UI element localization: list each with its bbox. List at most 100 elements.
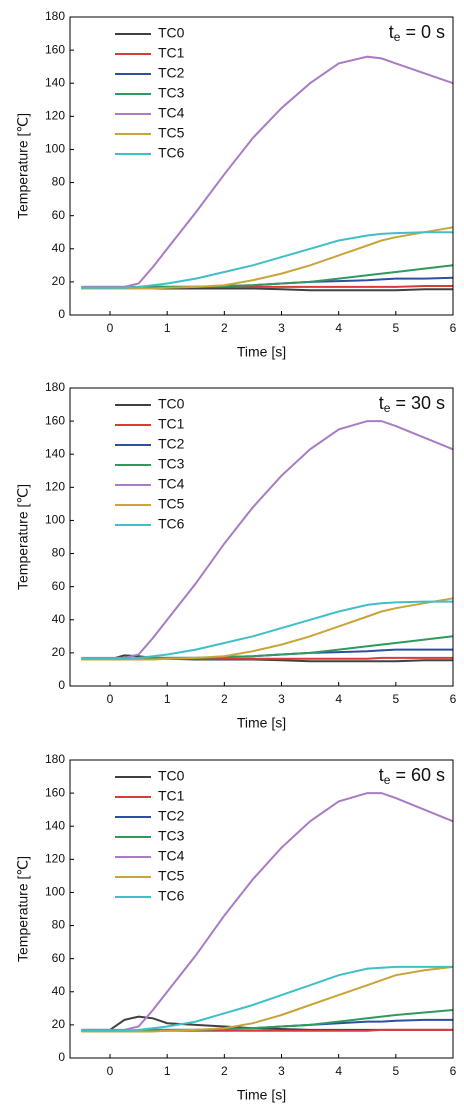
y-tick-label: 180 xyxy=(45,380,65,394)
x-tick-label: 2 xyxy=(221,321,228,335)
legend-label: TC4 xyxy=(158,105,185,121)
legend-label: TC6 xyxy=(158,145,185,161)
legend-label: TC4 xyxy=(158,476,185,492)
y-tick-label: 20 xyxy=(52,274,66,288)
y-tick-label: 40 xyxy=(52,612,66,626)
annotation-base: t xyxy=(389,22,394,42)
legend-label: TC4 xyxy=(158,848,185,864)
x-tick-label: 5 xyxy=(392,692,399,706)
x-tick-label: 3 xyxy=(278,321,285,335)
annotation-sub: e xyxy=(394,30,401,44)
x-axis-label: Time [s] xyxy=(237,715,286,731)
y-tick-label: 120 xyxy=(45,852,65,866)
legend-label: TC6 xyxy=(158,888,185,904)
y-tick-label: 140 xyxy=(45,75,65,89)
x-tick-label: 2 xyxy=(221,1064,228,1078)
x-tick-label: 0 xyxy=(107,1064,114,1078)
y-tick-label: 60 xyxy=(52,951,66,965)
y-tick-label: 60 xyxy=(52,579,66,593)
y-tick-label: 180 xyxy=(45,752,65,766)
x-axis-label: Time [s] xyxy=(237,1087,286,1103)
y-tick-label: 0 xyxy=(58,307,65,321)
series-line xyxy=(81,420,454,659)
x-tick-label: 4 xyxy=(335,321,342,335)
chart: 0 20 40 60 80 100 120 140 160 180 0 1 2 3 4 5 6 Time [s] T… xyxy=(15,9,457,360)
legend-label: TC1 xyxy=(158,416,185,432)
x-tick-label: 3 xyxy=(278,1064,285,1078)
chart: 0 20 40 60 80 100 120 140 160 180 0 1 2 3 4 5 6 Time [s] T… xyxy=(15,752,457,1103)
annotation: te = 30 s xyxy=(379,393,445,415)
plot-frame xyxy=(69,759,454,1059)
legend-label: TC3 xyxy=(158,456,185,472)
y-tick-label: 60 xyxy=(52,208,66,222)
y-tick-label: 140 xyxy=(45,446,65,460)
y-tick-label: 40 xyxy=(52,241,66,255)
legend-label: TC5 xyxy=(158,125,185,141)
annotation-rest: = 60 s xyxy=(390,765,445,785)
y-axis-label: Temperature [℃] xyxy=(15,856,31,962)
x-tick-label: 1 xyxy=(164,321,171,335)
y-tick-label: 120 xyxy=(45,480,65,494)
series-line xyxy=(81,597,454,661)
x-tick-label: 3 xyxy=(278,692,285,706)
y-tick-label: 20 xyxy=(52,645,66,659)
legend-label: TC3 xyxy=(158,828,185,844)
plot-frame xyxy=(69,387,454,687)
legend-label: TC6 xyxy=(158,516,185,532)
x-tick-label: 0 xyxy=(107,321,114,335)
legend-label: TC0 xyxy=(158,768,185,784)
x-axis-label: Time [s] xyxy=(237,344,286,360)
y-tick-label: 120 xyxy=(45,109,65,123)
series-line xyxy=(81,965,454,1033)
annotation: te = 0 s xyxy=(389,22,445,44)
annotation-sub: e xyxy=(384,401,391,415)
y-tick-label: 180 xyxy=(45,9,65,23)
series-line xyxy=(81,600,453,660)
y-tick-label: 20 xyxy=(52,1017,66,1031)
annotation-base: t xyxy=(379,393,384,413)
x-tick-label: 6 xyxy=(450,692,457,706)
x-tick-label: 1 xyxy=(164,692,171,706)
x-tick-label: 5 xyxy=(392,321,399,335)
x-tick-label: 6 xyxy=(450,321,457,335)
legend-label: TC2 xyxy=(158,436,185,452)
legend-label: TC5 xyxy=(158,496,185,512)
y-tick-label: 100 xyxy=(45,142,65,156)
y-tick-label: 80 xyxy=(52,918,66,932)
x-tick-label: 0 xyxy=(107,692,114,706)
legend-label: TC2 xyxy=(158,65,185,81)
annotation-rest: = 0 s xyxy=(400,22,445,42)
series-line xyxy=(81,226,454,290)
y-tick-label: 0 xyxy=(58,1050,65,1064)
chart: 0 20 40 60 80 100 120 140 160 180 0 1 2 3 4 5 6 Time [s] T… xyxy=(15,380,457,731)
annotation-rest: = 30 s xyxy=(390,393,445,413)
x-tick-label: 1 xyxy=(164,1064,171,1078)
legend-label: TC0 xyxy=(158,396,185,412)
series-line xyxy=(81,231,453,289)
y-tick-label: 160 xyxy=(45,42,65,56)
legend-label: TC1 xyxy=(158,788,185,804)
y-axis-label: Temperature [℃] xyxy=(15,113,31,219)
annotation: te = 60 s xyxy=(379,765,445,787)
y-tick-label: 140 xyxy=(45,818,65,832)
y-tick-label: 80 xyxy=(52,546,66,560)
y-tick-label: 100 xyxy=(45,885,65,899)
y-axis-label: Temperature [℃] xyxy=(15,484,31,590)
legend-label: TC0 xyxy=(158,25,185,41)
series-line xyxy=(81,792,454,1031)
y-tick-label: 160 xyxy=(45,413,65,427)
x-tick-label: 4 xyxy=(335,692,342,706)
plot-frame xyxy=(69,16,454,316)
annotation-base: t xyxy=(379,765,384,785)
legend-label: TC2 xyxy=(158,808,185,824)
y-tick-label: 80 xyxy=(52,175,66,189)
y-tick-label: 160 xyxy=(45,785,65,799)
y-tick-label: 0 xyxy=(58,678,65,692)
y-tick-label: 40 xyxy=(52,984,66,998)
x-tick-label: 4 xyxy=(335,1064,342,1078)
series-line xyxy=(81,965,453,1032)
y-tick-label: 100 xyxy=(45,513,65,527)
x-tick-label: 6 xyxy=(450,1064,457,1078)
annotation-sub: e xyxy=(384,773,391,787)
